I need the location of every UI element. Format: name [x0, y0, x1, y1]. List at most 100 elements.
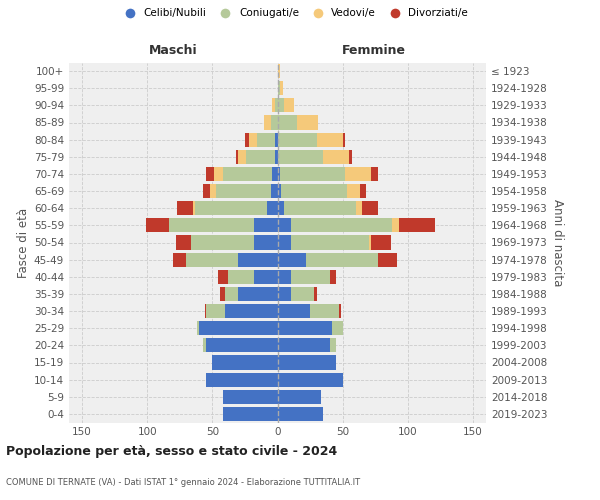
Bar — [356, 201, 362, 215]
Bar — [246, 150, 275, 164]
Bar — [310, 304, 339, 318]
Bar — [199, 321, 277, 335]
Bar — [345, 167, 371, 181]
Bar — [236, 150, 238, 164]
Bar — [277, 270, 290, 284]
Bar — [254, 218, 277, 232]
Bar — [176, 236, 191, 250]
Bar — [226, 304, 277, 318]
Bar — [290, 287, 314, 301]
Bar — [277, 372, 343, 386]
Bar — [271, 184, 277, 198]
Bar — [349, 150, 352, 164]
Bar — [206, 338, 277, 352]
Bar — [284, 201, 356, 215]
Bar — [275, 98, 277, 112]
Bar — [146, 218, 169, 232]
Bar — [272, 167, 277, 181]
Bar — [277, 252, 306, 266]
Bar — [362, 201, 378, 215]
Bar — [275, 150, 277, 164]
Bar — [332, 321, 343, 335]
Bar — [297, 116, 318, 130]
Bar — [329, 338, 336, 352]
Bar — [306, 252, 378, 266]
Bar — [281, 184, 347, 198]
Bar — [265, 116, 271, 130]
Bar — [206, 372, 277, 386]
Bar — [277, 407, 323, 421]
Bar — [203, 184, 210, 198]
Text: Popolazione per età, sesso e stato civile - 2024: Popolazione per età, sesso e stato civil… — [6, 445, 337, 458]
Bar — [238, 252, 277, 266]
Bar — [280, 167, 345, 181]
Bar — [277, 236, 290, 250]
Bar — [277, 356, 336, 370]
Bar — [280, 81, 283, 95]
Text: Femmine: Femmine — [341, 44, 406, 58]
Bar — [228, 270, 254, 284]
Bar — [272, 98, 275, 112]
Bar — [223, 167, 272, 181]
Bar — [196, 201, 267, 215]
Bar — [214, 167, 223, 181]
Bar — [220, 287, 226, 301]
Bar — [339, 304, 341, 318]
Bar — [218, 270, 228, 284]
Bar — [245, 132, 249, 146]
Bar — [223, 390, 277, 404]
Bar — [392, 218, 398, 232]
Bar — [277, 81, 280, 95]
Bar — [277, 304, 310, 318]
Bar — [284, 98, 295, 112]
Bar — [275, 132, 277, 146]
Bar — [347, 184, 359, 198]
Text: COMUNE DI TERNATE (VA) - Dati ISTAT 1° gennaio 2024 - Elaborazione TUTTITALIA.IT: COMUNE DI TERNATE (VA) - Dati ISTAT 1° g… — [6, 478, 360, 487]
Legend: Celibi/Nubili, Coniugati/e, Vedovi/e, Divorziati/e: Celibi/Nubili, Coniugati/e, Vedovi/e, Di… — [117, 5, 471, 21]
Bar — [277, 218, 290, 232]
Bar — [277, 287, 290, 301]
Bar — [238, 287, 277, 301]
Bar — [323, 150, 349, 164]
Bar — [257, 132, 275, 146]
Bar — [398, 218, 435, 232]
Bar — [267, 201, 277, 215]
Bar — [329, 270, 336, 284]
Bar — [238, 150, 246, 164]
Bar — [277, 116, 297, 130]
Bar — [223, 407, 277, 421]
Bar — [169, 218, 254, 232]
Bar — [359, 184, 366, 198]
Bar — [271, 116, 277, 130]
Bar — [210, 184, 216, 198]
Bar — [371, 236, 391, 250]
Bar — [317, 132, 343, 146]
Bar — [254, 270, 277, 284]
Bar — [206, 167, 214, 181]
Y-axis label: Anni di nascita: Anni di nascita — [551, 199, 564, 286]
Bar — [371, 167, 378, 181]
Bar — [290, 218, 392, 232]
Bar — [226, 287, 238, 301]
Bar — [277, 64, 280, 78]
Bar — [277, 184, 281, 198]
Bar — [277, 390, 320, 404]
Bar — [277, 338, 329, 352]
Bar — [290, 270, 329, 284]
Bar — [277, 98, 284, 112]
Bar — [193, 201, 196, 215]
Bar — [369, 236, 371, 250]
Bar — [197, 321, 199, 335]
Bar — [277, 167, 280, 181]
Bar — [378, 252, 397, 266]
Bar — [186, 252, 238, 266]
Bar — [205, 304, 206, 318]
Bar — [212, 356, 277, 370]
Y-axis label: Fasce di età: Fasce di età — [17, 208, 30, 278]
Bar — [343, 132, 345, 146]
Bar — [290, 236, 369, 250]
Bar — [277, 132, 317, 146]
Bar — [177, 201, 193, 215]
Bar — [206, 304, 226, 318]
Bar — [254, 236, 277, 250]
